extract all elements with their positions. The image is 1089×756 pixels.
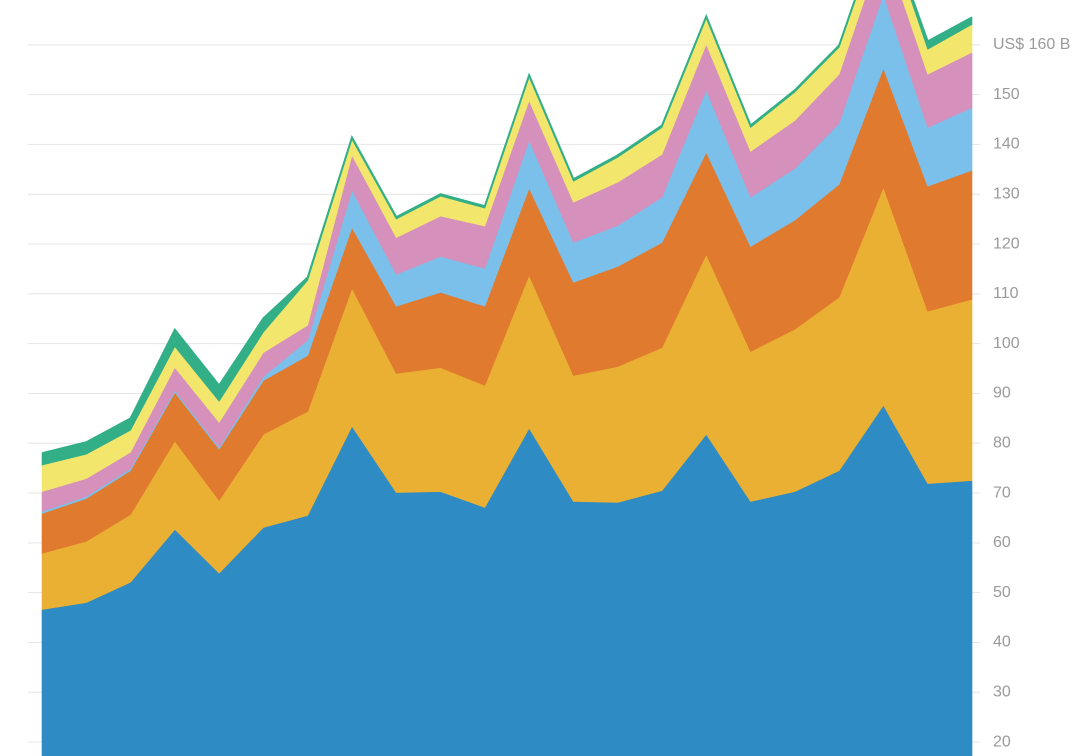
y-tick-label: 60: [993, 534, 1011, 551]
y-tick-label: 130: [993, 185, 1020, 202]
y-tick-label: 100: [993, 335, 1020, 352]
y-tick-label: 110: [993, 285, 1019, 302]
y-tick-label: 150: [993, 86, 1020, 103]
y-tick-label: 70: [993, 484, 1011, 501]
y-tick-label: 50: [993, 584, 1011, 601]
y-tick-label: 80: [993, 434, 1011, 451]
y-tick-label: 20: [993, 733, 1011, 750]
top-line: [41, 0, 973, 455]
y-tick-label: 90: [993, 385, 1011, 402]
y-tick-label: 40: [993, 634, 1011, 651]
y-tick-label: 140: [993, 136, 1020, 153]
y-tick-label: 120: [993, 235, 1020, 252]
y-tick-label: 30: [993, 683, 1011, 700]
y-tick-label: US$ 160 B: [993, 36, 1070, 53]
